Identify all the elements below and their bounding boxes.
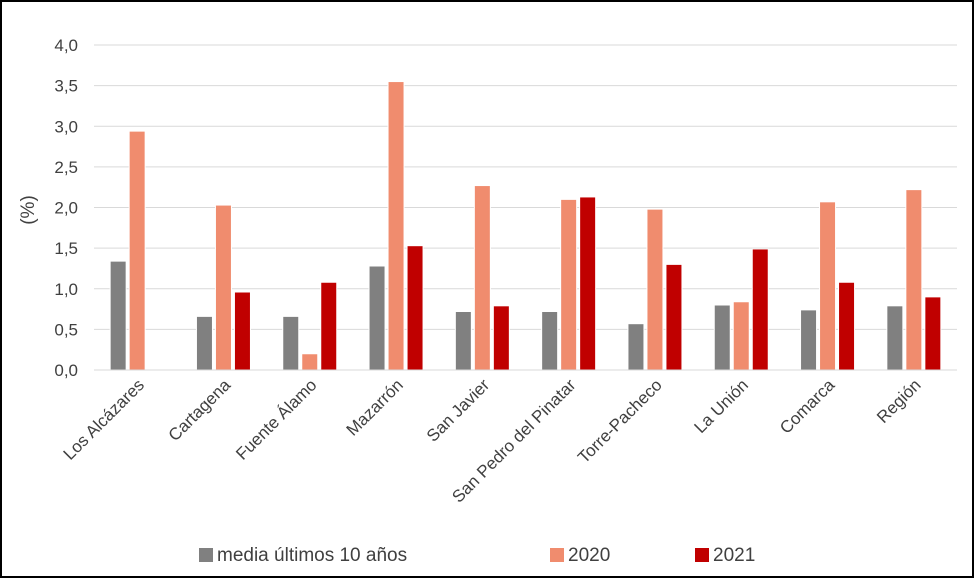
bar <box>627 323 645 371</box>
bar <box>838 281 856 371</box>
bar <box>560 198 578 371</box>
legend: media últimos 10 años 2020 2021 <box>199 545 755 566</box>
bar <box>473 185 491 371</box>
bars <box>109 81 942 371</box>
y-tick-label: 3,0 <box>54 117 78 136</box>
bar <box>800 309 818 371</box>
bar <box>579 196 597 371</box>
gridlines <box>94 44 957 330</box>
bar <box>713 304 731 371</box>
bar <box>819 201 837 371</box>
y-tick-label: 2,0 <box>54 199 78 218</box>
x-tick-label: Cartagena <box>165 375 235 445</box>
y-axis-ticks: 0,0 0,5 1,0 1,5 2,0 2,5 3,0 3,5 4,0 <box>54 36 78 380</box>
bar <box>406 245 424 371</box>
x-tick-label: Mazarrón <box>343 375 407 439</box>
bar <box>492 305 510 371</box>
x-tick-label: San Javier <box>423 375 493 445</box>
bar <box>541 311 559 371</box>
bar <box>454 311 472 371</box>
bar <box>886 305 904 371</box>
bar <box>368 265 386 371</box>
legend-swatch <box>550 548 564 562</box>
legend-label: 2021 <box>713 545 755 566</box>
x-tick-label: Fuente Álamo <box>232 375 320 463</box>
x-tick-label: Comarca <box>776 375 839 438</box>
x-tick-label: Torre-Pacheco <box>574 375 666 467</box>
bar <box>646 208 664 371</box>
y-axis-label: (%) <box>18 195 39 225</box>
bar <box>109 260 127 371</box>
bar <box>282 315 300 371</box>
bar <box>128 130 146 371</box>
y-tick-label: 0,0 <box>54 361 78 380</box>
x-tick-label: Los Alcázares <box>60 375 148 463</box>
bar <box>732 301 750 371</box>
legend-swatch <box>695 548 709 562</box>
y-tick-label: 4,0 <box>54 36 78 55</box>
bar <box>905 189 923 371</box>
x-tick-label: Región <box>873 375 925 427</box>
bar <box>195 315 213 371</box>
bar <box>924 296 942 371</box>
y-tick-label: 3,5 <box>54 77 78 96</box>
bar <box>233 291 251 371</box>
bar <box>665 263 683 371</box>
legend-swatch <box>199 548 213 562</box>
y-tick-label: 1,0 <box>54 280 78 299</box>
y-tick-label: 1,5 <box>54 239 78 258</box>
bar <box>751 248 769 371</box>
bar <box>214 204 232 371</box>
x-tick-label: La Unión <box>691 375 753 437</box>
bar <box>387 81 405 371</box>
y-tick-label: 2,5 <box>54 158 78 177</box>
y-tick-label: 0,5 <box>54 320 78 339</box>
bar <box>320 281 338 371</box>
legend-label: media últimos 10 años <box>217 545 407 566</box>
legend-label: 2020 <box>568 545 610 566</box>
bar <box>301 353 319 371</box>
